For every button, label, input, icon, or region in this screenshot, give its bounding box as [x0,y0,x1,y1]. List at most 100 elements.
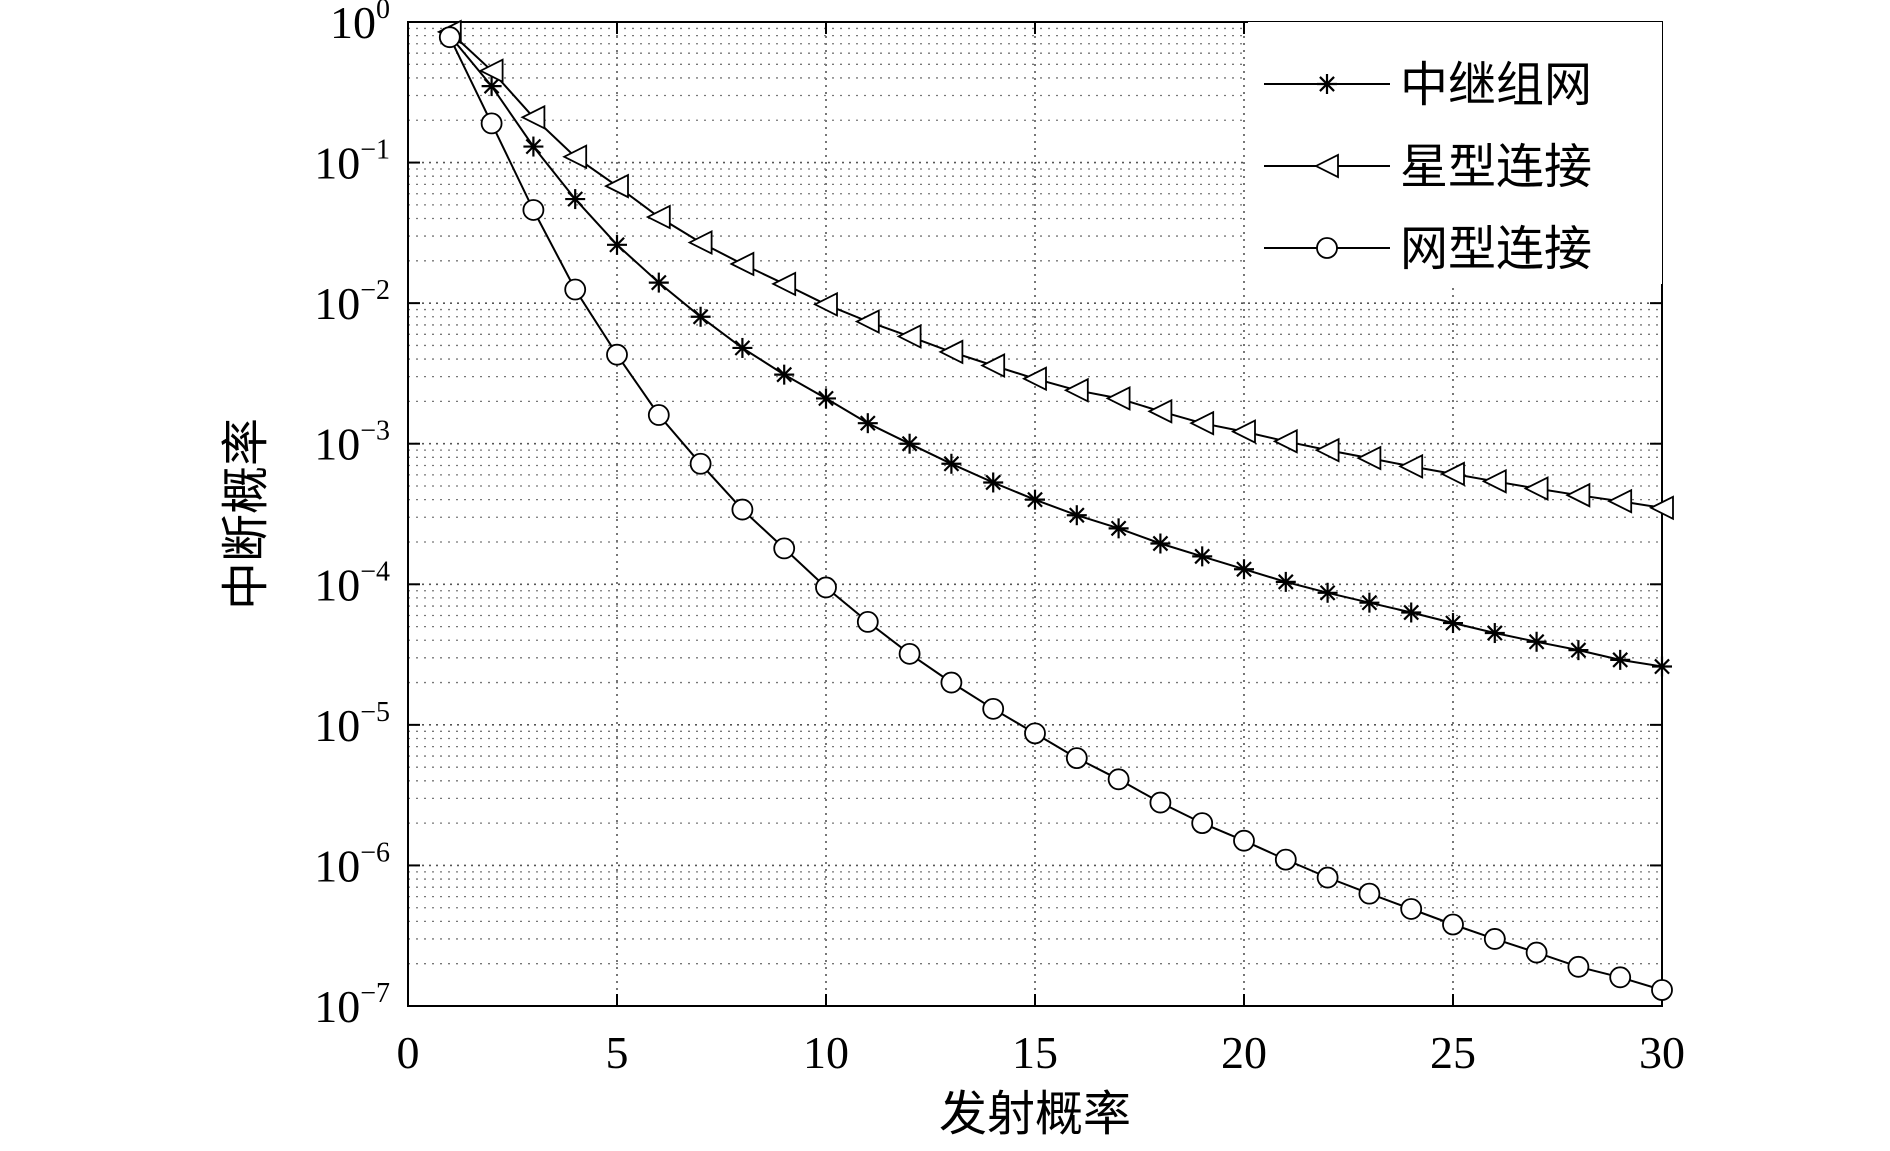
data-point [940,671,963,694]
y-tick-base: 10 [314,278,360,329]
star-stroke [483,78,500,94]
data-point [564,278,587,301]
y-tick-base: 10 [314,138,360,189]
data-point [606,343,628,366]
data-point [1359,592,1380,613]
legend-item: 网型连接 [1264,221,1592,277]
star-stroke [692,308,709,325]
y-tick-label: 10−7 [314,978,390,1032]
data-point [1066,505,1087,526]
data-point [1443,613,1463,634]
data-point [478,58,504,84]
star-stroke [1403,604,1420,621]
data-point [1024,722,1046,745]
data-point [1063,377,1089,403]
y-tick-label: 100 [330,0,390,48]
data-point [522,199,545,221]
data-point [603,173,629,199]
data-point [690,306,711,327]
data-point [816,388,836,409]
x-tick-label: 20 [1221,1027,1267,1078]
data-point [982,697,1005,720]
x-tick-label: 30 [1639,1027,1685,1078]
data-point [729,251,755,277]
data-point [1525,941,1548,964]
data-point [1192,546,1213,567]
data-point [771,271,797,297]
star-stroke [901,435,918,452]
legend-box [1248,22,1662,284]
x-tick-label: 5 [606,1027,629,1078]
series-triangle-left [436,19,1674,521]
y-tick-base: 10 [314,419,360,470]
data-point [1356,445,1382,471]
data-point [857,413,878,434]
y-tick-exponent: −3 [360,416,390,447]
series-circle [438,26,1673,1001]
data-point [983,472,1004,493]
data-point [1648,495,1674,521]
data-point [1189,410,1215,436]
star-stroke [1570,642,1587,658]
data-point [1568,640,1589,661]
star-stroke [1110,520,1127,537]
x-tick-label: 0 [397,1027,420,1078]
data-point [1607,488,1633,514]
data-point [1652,656,1672,677]
data-point [1400,898,1423,920]
data-point [607,234,627,255]
data-point [1233,829,1255,852]
data-point [854,309,880,334]
data-point [1234,559,1254,580]
star-stroke [1152,535,1169,552]
star-stroke [567,191,584,207]
data-point [899,433,920,454]
legend-label: 网型连接 [1400,221,1592,277]
star-stroke [1068,507,1085,524]
star-stroke [1486,625,1503,641]
legend-marker [1313,153,1339,179]
data-point [1147,398,1173,424]
star-stroke [1528,633,1545,650]
data-point [1358,882,1381,905]
star-stroke [1445,615,1461,631]
star-stroke [1361,594,1378,611]
data-point [1442,913,1464,936]
data-point [1021,366,1047,392]
y-tick-label: 10−6 [314,837,390,891]
data-point [1191,812,1214,835]
y-tick-label: 10−4 [314,556,390,610]
y-tick-exponent: −2 [360,275,390,306]
star-stroke [1277,574,1294,590]
data-point [1401,602,1422,623]
data-point [481,76,502,97]
data-point [565,189,586,210]
star-stroke [525,138,542,155]
y-tick-exponent: −1 [360,135,390,166]
series [436,19,1674,1001]
data-point [1483,928,1506,950]
star-stroke [776,366,793,383]
series-star [439,25,1672,677]
data-point [980,353,1006,378]
star-stroke [650,274,667,291]
data-point [1149,791,1172,814]
data-point [1274,848,1297,871]
star-stroke [943,455,960,472]
data-point [1651,979,1673,1001]
data-point [1105,385,1131,411]
y-tick-label: 10−3 [314,416,390,470]
data-point [520,104,546,130]
data-point [1275,571,1296,592]
data-point [523,136,544,157]
data-point [1314,437,1340,463]
legend-marker [1317,74,1337,94]
data-point [562,144,588,170]
star-stroke [859,415,876,432]
y-tick-label: 10−2 [314,275,390,329]
data-point [1272,428,1298,454]
legend-label: 中继组网 [1400,57,1592,113]
star-stroke [1612,652,1629,668]
data-point [898,642,921,665]
